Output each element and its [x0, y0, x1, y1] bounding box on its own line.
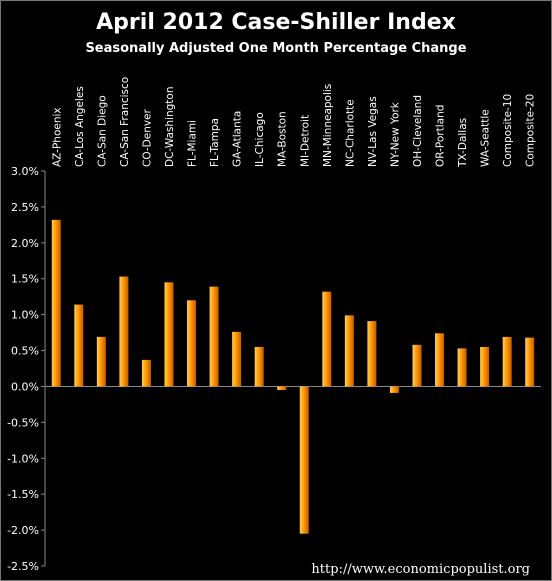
bar-composite-20: [525, 337, 535, 387]
bar-ca-san-diego: [96, 336, 106, 387]
y-tick-label: 0.0%: [11, 380, 39, 393]
bar-ny-new-york: [389, 386, 399, 393]
y-tick-label: -1.0%: [7, 452, 39, 465]
bar-az-phoenix: [51, 219, 61, 387]
bar-co-denver: [141, 359, 151, 387]
bar-oh-cleveland: [412, 344, 422, 387]
bar-dc-washington: [164, 282, 174, 387]
y-tick-label: -1.5%: [7, 488, 39, 501]
category-label: NC-Charlotte: [344, 99, 356, 167]
category-label: DC-Washington: [164, 87, 176, 167]
bar-mn-minneapolis: [322, 291, 332, 387]
category-label: NY-New York: [389, 101, 401, 167]
bar-nv-las-vegas: [367, 321, 377, 387]
bar-composite-10: [502, 336, 512, 387]
bar-wa-seattle: [480, 346, 490, 387]
category-label: FL-Miami: [187, 120, 199, 167]
bar-ma-boston: [277, 386, 287, 391]
category-label: FL-Tampa: [209, 118, 221, 167]
bar-or-portland: [435, 333, 445, 387]
category-label: MN-Minneapolis: [322, 84, 334, 167]
y-tick-label: 1.0%: [11, 309, 39, 322]
bar-ga-atlanta: [232, 331, 242, 387]
y-tick-label: 1.5%: [11, 273, 39, 286]
category-label: OR-Portland: [435, 105, 447, 167]
category-label: TX-Dallas: [457, 118, 469, 168]
category-label: MA-Boston: [277, 111, 289, 167]
y-tick-label: 0.5%: [11, 345, 39, 358]
bar-ca-san-francisco: [119, 276, 129, 387]
category-label: CA-San Francisco: [119, 77, 131, 167]
category-label: CA-San Diego: [96, 95, 108, 167]
y-tick-label: -2.0%: [7, 524, 39, 537]
category-label: AZ-Phoenix: [51, 107, 63, 167]
bar-fl-tampa: [209, 286, 219, 387]
category-label: CA-Los Angeles: [74, 86, 86, 167]
category-label: OH-Cleveland: [412, 95, 424, 167]
category-label: IL-Chicago: [254, 112, 266, 167]
y-tick-label: 2.5%: [11, 201, 39, 214]
category-label: CO-Denver: [141, 108, 153, 167]
y-tick-label: -2.5%: [7, 560, 39, 573]
bar-ca-los-angeles: [74, 304, 84, 387]
category-label: WA-Seattle: [480, 109, 492, 167]
bar-fl-miami: [187, 300, 197, 387]
y-tick-label: 3.0%: [11, 165, 39, 178]
category-label: Composite-20: [525, 94, 537, 167]
y-tick-label: -0.5%: [7, 416, 39, 429]
y-tick-label: 2.0%: [11, 237, 39, 250]
category-label: NV-Las Vegas: [367, 96, 379, 167]
chart-subtitle: Seasonally Adjusted One Month Percentage…: [85, 41, 467, 56]
bar-tx-dallas: [457, 348, 467, 387]
bar-nc-charlotte: [344, 315, 354, 387]
category-label: MI-Detroit: [299, 115, 311, 167]
chart-title: April 2012 Case-Shiller Index: [96, 10, 456, 35]
source-credit: http://www.economicpopulist.org: [311, 562, 530, 577]
category-label: Composite-10: [502, 94, 514, 167]
bar-il-chicago: [254, 346, 264, 387]
category-label: GA-Atlanta: [232, 111, 244, 167]
bar-mi-detroit: [299, 386, 309, 534]
